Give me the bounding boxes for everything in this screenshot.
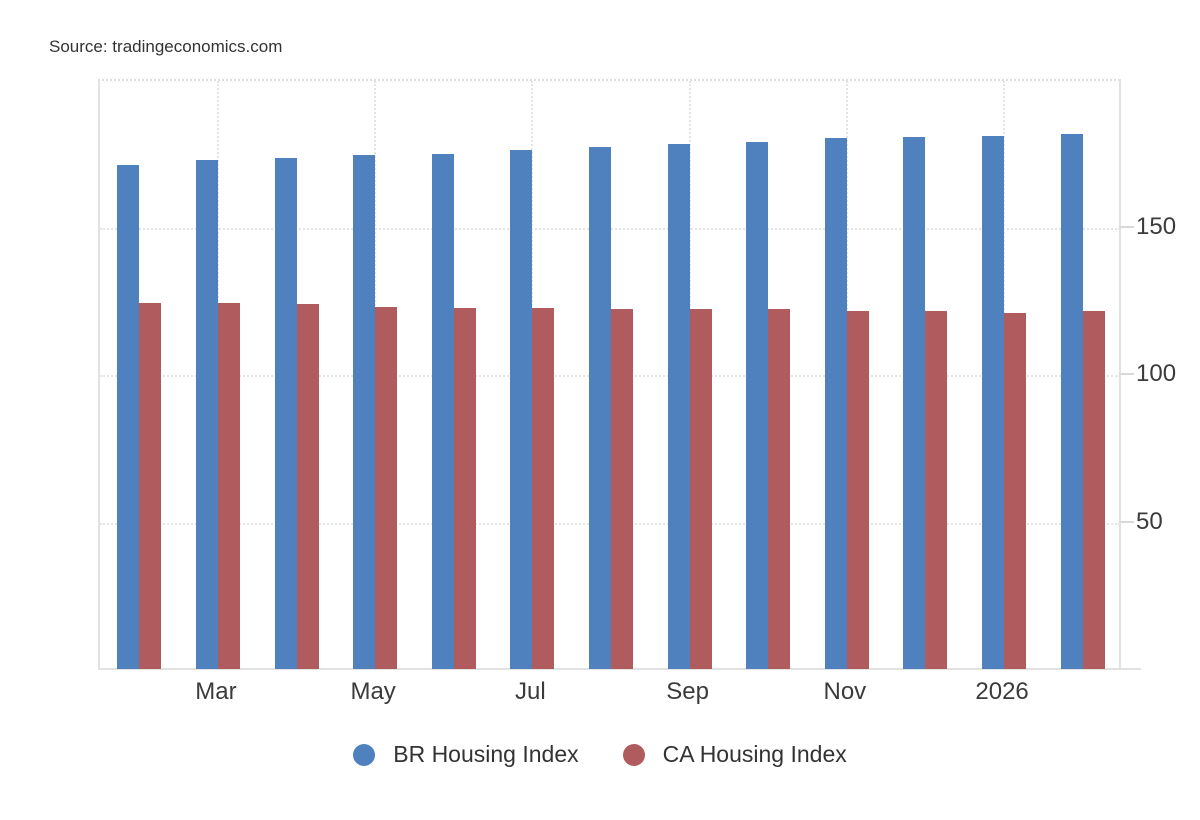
bar-ca-housing-index[interactable] [846,310,869,669]
x-tick-label: 2026 [975,678,1029,705]
y-tick-mark [1119,373,1134,375]
bar-br-housing-index[interactable] [982,135,1005,669]
y-tick-label: 100 [1136,360,1177,387]
source-text: Source: tradingeconomics.com [49,37,283,56]
bar-ca-housing-index[interactable] [611,309,633,669]
x-tick-label: Mar [195,678,237,705]
bar-br-housing-index[interactable] [510,150,533,669]
bar-ca-housing-index[interactable] [375,306,398,669]
bar-br-housing-index[interactable] [589,147,611,669]
bar-ca-housing-index[interactable] [1004,312,1027,669]
x-tick-label: Nov [823,678,867,705]
bar-br-housing-index[interactable] [903,137,926,669]
bar-ca-housing-index[interactable] [689,308,712,669]
bar-ca-housing-index[interactable] [532,307,555,669]
legend-dot-br-housing-index [353,743,376,766]
y-tick-mark [1119,520,1134,523]
bar-br-housing-index[interactable] [274,157,297,669]
legend: BR Housing Index CA Housing Index [0,741,1200,768]
bar-ca-housing-index[interactable] [139,302,162,669]
legend-label: BR Housing Index [393,741,579,767]
x-axis-line [98,668,1141,670]
x-tick-label: Jul [515,678,546,705]
bar-ca-housing-index[interactable] [925,310,948,669]
legend-label: CA Housing Index [662,741,847,767]
bar-br-housing-index[interactable] [117,164,140,669]
y-tick-label: 50 [1136,507,1163,535]
x-tick-label: Sep [666,678,709,705]
bar-ca-housing-index[interactable] [453,307,476,669]
y-tick-mark [1119,225,1134,228]
bar-ca-housing-index[interactable] [217,302,240,669]
bar-br-housing-index[interactable] [195,160,218,669]
legend-item-br-housing-index[interactable]: BR Housing Index [353,741,579,768]
bar-ca-housing-index[interactable] [768,309,791,669]
bar-br-housing-index[interactable] [431,153,454,669]
plot-area [98,79,1120,669]
x-tick-label: May [350,678,396,705]
y-tick-label: 150 [1136,212,1177,240]
bar-br-housing-index[interactable] [824,138,847,669]
bar-ca-housing-index[interactable] [1082,311,1105,669]
bar-ca-housing-index[interactable] [296,303,319,669]
bar-br-housing-index[interactable] [746,142,769,669]
bar-br-housing-index[interactable] [667,144,690,669]
bar-br-housing-index[interactable] [353,155,376,669]
bar-br-housing-index[interactable] [1060,133,1083,669]
legend-item-ca-housing-index[interactable]: CA Housing Index [622,741,847,768]
legend-dot-ca-housing-index [622,743,645,766]
